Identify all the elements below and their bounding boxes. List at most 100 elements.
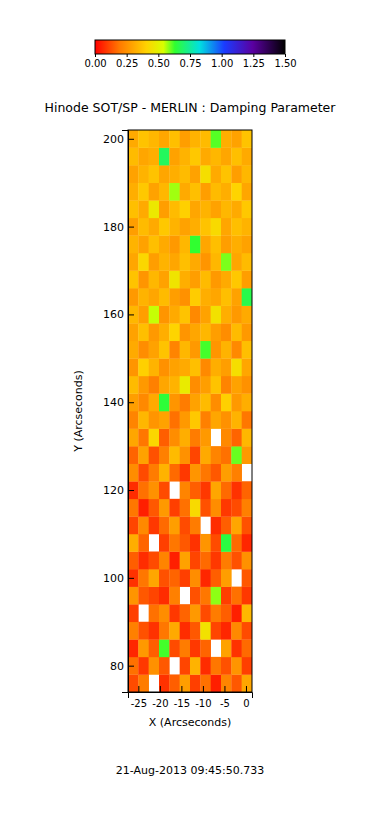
cell <box>128 464 139 482</box>
cell <box>169 429 180 447</box>
cell <box>169 358 180 376</box>
cell <box>149 288 160 306</box>
cell <box>138 323 149 341</box>
cell <box>149 516 160 534</box>
x-tick: 0 <box>243 686 249 709</box>
cell <box>221 499 232 517</box>
cell <box>242 358 252 376</box>
x-axis-line <box>129 693 253 699</box>
cell <box>169 499 180 517</box>
cell <box>149 183 160 201</box>
cell <box>128 271 139 289</box>
cell <box>169 341 180 359</box>
cell <box>211 148 222 166</box>
cell <box>128 306 139 324</box>
cell <box>242 552 252 570</box>
colorbar-tick: 0.50 <box>148 54 170 69</box>
cell <box>242 604 252 622</box>
y-axis-title: Y (Arcseconds) <box>72 370 85 453</box>
cell <box>149 253 160 271</box>
cell <box>169 183 180 201</box>
cell <box>159 148 170 166</box>
cell <box>190 516 201 534</box>
cell <box>169 464 180 482</box>
cell <box>159 130 170 148</box>
cell <box>180 393 191 411</box>
colorbar-tick-mark <box>127 54 128 57</box>
cell <box>180 200 191 218</box>
cell <box>149 411 160 429</box>
cell <box>159 183 170 201</box>
cell <box>128 587 139 605</box>
cell <box>200 148 211 166</box>
cell <box>159 446 170 464</box>
cell <box>211 499 222 517</box>
cell <box>200 253 211 271</box>
cell <box>190 499 201 517</box>
cell <box>128 622 139 640</box>
cell <box>221 376 232 394</box>
y-tick: 180 <box>103 221 134 234</box>
cell <box>221 271 232 289</box>
cell <box>242 481 252 499</box>
x-tick: -15 <box>174 686 190 709</box>
cell <box>221 569 232 587</box>
cell <box>200 657 211 675</box>
cell <box>138 165 149 183</box>
cell <box>200 639 211 657</box>
cell <box>242 165 252 183</box>
cell <box>180 130 191 148</box>
cell <box>180 411 191 429</box>
cell <box>149 323 160 341</box>
cell <box>149 657 160 675</box>
cell <box>128 130 139 148</box>
cell <box>149 393 160 411</box>
cell <box>211 446 222 464</box>
cell <box>149 587 160 605</box>
cell <box>138 358 149 376</box>
cell <box>180 429 191 447</box>
colorbar-tick-mark <box>222 54 223 57</box>
cell <box>138 481 149 499</box>
y-tick-mark <box>128 578 134 579</box>
cell <box>128 148 139 166</box>
cell <box>221 148 232 166</box>
cell <box>180 165 191 183</box>
cell <box>221 429 232 447</box>
cell <box>149 218 160 236</box>
y-tick-mark <box>128 402 134 403</box>
cell <box>138 499 149 517</box>
x-tick: -25 <box>131 686 147 709</box>
cell <box>169 393 180 411</box>
cell <box>211 183 222 201</box>
cell <box>128 569 139 587</box>
cell <box>180 604 191 622</box>
colorbar-tick-label: 1.00 <box>211 58 233 69</box>
cell <box>138 200 149 218</box>
cell <box>211 218 222 236</box>
cell <box>221 446 232 464</box>
cell <box>169 306 180 324</box>
colorbar-tick: 1.25 <box>243 54 265 69</box>
cell <box>231 148 242 166</box>
cell <box>138 657 149 675</box>
cell <box>231 411 242 429</box>
x-tick-label: -10 <box>195 698 211 709</box>
cell <box>169 446 180 464</box>
cell <box>200 481 211 499</box>
cell <box>242 569 252 587</box>
cell <box>128 481 139 499</box>
cell <box>138 516 149 534</box>
cell <box>211 376 222 394</box>
cell <box>128 253 139 271</box>
y-tick-label: 140 <box>103 396 124 409</box>
cell <box>242 288 252 306</box>
cell <box>200 358 211 376</box>
y-tick: 100 <box>103 572 134 585</box>
cell <box>180 464 191 482</box>
cell <box>149 481 160 499</box>
cell <box>190 604 201 622</box>
y-tick-label: 80 <box>110 660 124 673</box>
cell <box>138 674 149 692</box>
cell <box>180 657 191 675</box>
